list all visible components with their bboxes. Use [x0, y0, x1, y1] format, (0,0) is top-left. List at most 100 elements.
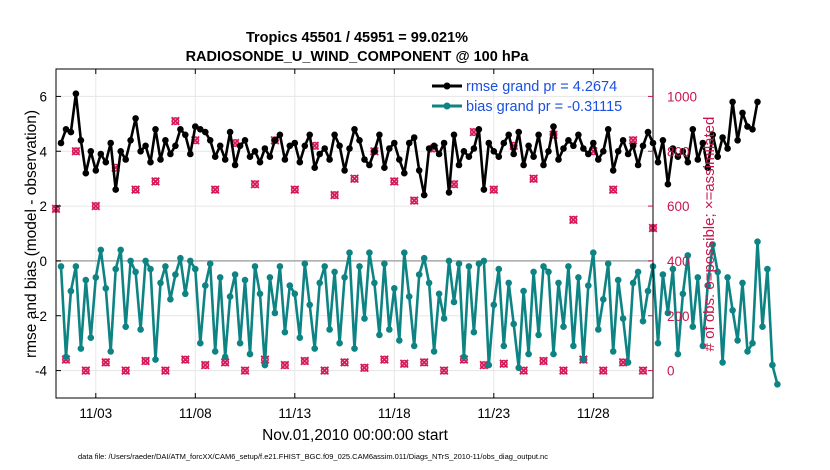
rmse-point	[187, 150, 194, 158]
obs-assimilated-point	[489, 185, 499, 195]
obs-possible-point	[340, 358, 349, 367]
bias-point	[634, 268, 642, 276]
data-file-footnote: data file: /Users/raeder/DAI/ATM_forcXX/…	[78, 452, 548, 461]
obs-possible-point	[121, 366, 130, 375]
bias-point	[520, 287, 527, 295]
bias-point	[425, 279, 433, 287]
obs-possible-point	[599, 366, 608, 375]
rmse-point	[236, 142, 244, 150]
bias-point	[361, 315, 368, 322]
bias-point	[356, 263, 363, 270]
bias-point	[764, 265, 771, 273]
rmse-point	[241, 137, 249, 144]
rmse-point	[405, 139, 413, 147]
bias-point	[654, 339, 662, 347]
bias-point	[87, 334, 95, 342]
bias-point	[391, 285, 398, 292]
rmse-point	[152, 126, 159, 133]
obs-assimilated-point	[210, 185, 220, 195]
x-axis-ticks: 11/03 11/08 11/13 11/18 11/23 11/28	[79, 69, 610, 421]
obs-possible-point	[290, 185, 299, 194]
rmse-point	[550, 123, 557, 130]
bias-point	[644, 287, 652, 295]
bias-point	[485, 361, 493, 369]
obs-assimilated-point	[330, 190, 340, 200]
bias-point	[82, 276, 90, 284]
bias-point	[669, 265, 677, 273]
y-tick-label-4: 4	[39, 144, 47, 159]
rmse-point	[306, 131, 314, 139]
rmse-point	[659, 137, 667, 144]
chart-title: Tropics 45501 / 45951 = 99.021%	[246, 30, 468, 46]
obs-assimilated-point	[81, 366, 91, 376]
obs-assimilated-point	[409, 196, 419, 206]
obs-possible-point	[101, 358, 110, 367]
obs-possible-point	[300, 356, 309, 365]
obs-possible-point	[320, 366, 329, 375]
rmse-point	[122, 156, 129, 163]
bias-point	[570, 342, 577, 350]
rmse-point	[525, 142, 532, 150]
rmse-point	[192, 123, 199, 130]
bias-point	[296, 334, 304, 342]
bias-point	[460, 353, 468, 361]
obs-assimilated-point	[399, 359, 409, 369]
obs-possible-point	[638, 366, 647, 375]
obs-possible-point	[280, 361, 289, 370]
bias-point	[386, 326, 393, 333]
rmse-point	[520, 161, 527, 169]
bias-point	[371, 279, 378, 287]
bias-point	[704, 282, 711, 289]
bias-point	[162, 263, 169, 270]
rmse-point	[147, 158, 154, 166]
right-y-tick-label-3: 600	[667, 199, 690, 214]
rmse-point	[246, 153, 254, 160]
bias-point	[211, 348, 219, 355]
obs-assimilated-point	[290, 185, 300, 195]
rmse-point	[356, 137, 363, 144]
y-tick-label-5: 6	[39, 89, 47, 104]
rmse-point	[545, 148, 552, 155]
bias-point	[172, 271, 179, 278]
bias-point	[684, 252, 692, 259]
rmse-point	[67, 128, 75, 136]
bias-point	[714, 268, 721, 276]
rmse-point	[470, 145, 478, 152]
rmse-point	[515, 128, 522, 136]
bias-point	[440, 315, 448, 322]
bias-point	[609, 348, 617, 355]
bias-point	[505, 279, 512, 287]
bias-point	[420, 254, 428, 262]
bias-point	[197, 339, 204, 347]
bias-point	[495, 265, 503, 273]
bias-point	[689, 323, 697, 331]
x-tick-label-3: 11/18	[378, 406, 411, 421]
bias-point	[137, 326, 144, 333]
rmse-point	[540, 161, 547, 169]
obs-possible-point	[529, 174, 538, 183]
bias-point	[619, 315, 627, 322]
legend: rmse grand pr = 4.2674 bias grand pr = -…	[432, 79, 622, 115]
rmse-point	[366, 161, 373, 169]
bias-point	[286, 282, 294, 289]
obs-possible-point	[251, 180, 260, 189]
rmse-point	[749, 126, 756, 133]
bias-point	[659, 271, 667, 278]
bias-point	[724, 274, 731, 281]
bias-point	[187, 257, 194, 265]
right-y-tick-label-1: 200	[667, 309, 690, 324]
bias-point	[127, 257, 134, 265]
rmse-point	[415, 167, 423, 174]
obs-possible-point	[569, 215, 578, 224]
bias-point	[744, 348, 751, 355]
obs-assimilated-point	[170, 116, 180, 126]
bias-point	[142, 257, 149, 265]
obs-assimilated-point	[141, 356, 150, 366]
bias-point	[550, 350, 557, 358]
rmse-point	[679, 148, 687, 155]
obs-assimilated-point	[350, 174, 359, 184]
bias-point	[241, 276, 249, 284]
rmse-point	[107, 139, 114, 147]
bias-point	[435, 290, 443, 298]
